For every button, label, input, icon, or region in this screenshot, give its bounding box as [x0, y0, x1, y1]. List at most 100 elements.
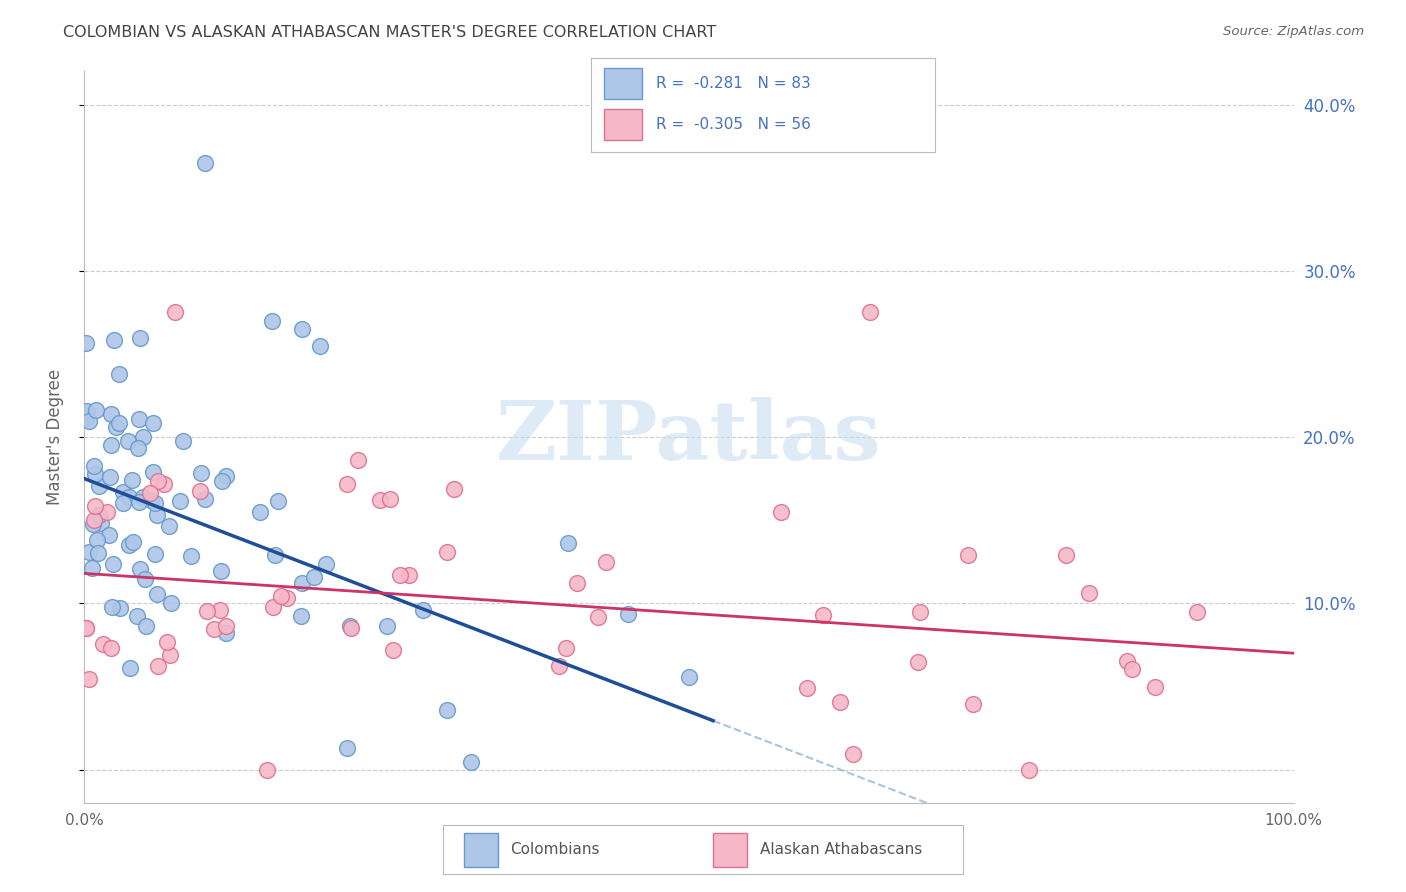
Point — [76, 404, 98, 418]
Point — [811, 608, 834, 623]
Bar — [605, 69, 643, 99]
Y-axis label: Master's Degree: Master's Degree — [45, 369, 63, 505]
Text: Alaskan Athabascans: Alaskan Athabascans — [761, 842, 922, 857]
Point — [769, 505, 792, 519]
Point — [108, 416, 131, 430]
Point — [211, 475, 233, 489]
Point — [128, 412, 150, 426]
Point — [131, 491, 153, 505]
Point — [75, 335, 97, 350]
Point — [859, 305, 882, 319]
Text: R =  -0.305   N = 56: R = -0.305 N = 56 — [657, 117, 811, 131]
Point — [83, 513, 105, 527]
Point — [209, 564, 232, 578]
Point — [907, 655, 929, 669]
Point — [139, 493, 162, 508]
Point — [142, 416, 165, 430]
Point — [121, 474, 143, 488]
Point — [180, 549, 202, 563]
Point — [315, 557, 337, 571]
Text: Colombians: Colombians — [510, 842, 600, 857]
Text: Source: ZipAtlas.com: Source: ZipAtlas.com — [1223, 25, 1364, 38]
Point — [215, 625, 238, 640]
Point — [101, 558, 124, 572]
Point — [190, 467, 212, 481]
Point — [75, 621, 97, 635]
Point — [118, 490, 141, 504]
Point — [84, 402, 107, 417]
Point — [908, 605, 931, 619]
Point — [96, 505, 118, 519]
Text: ZIPatlas: ZIPatlas — [496, 397, 882, 477]
Point — [111, 484, 134, 499]
Point — [139, 486, 162, 500]
Point — [276, 591, 298, 606]
Point — [86, 533, 108, 547]
Point — [215, 619, 238, 633]
Point — [148, 475, 170, 489]
Point — [141, 466, 163, 480]
Point — [89, 479, 111, 493]
Point — [1144, 680, 1167, 694]
Point — [291, 576, 314, 591]
Point — [260, 314, 283, 328]
Point — [100, 438, 122, 452]
Point — [100, 407, 122, 421]
Point — [1077, 586, 1099, 600]
Point — [264, 548, 287, 562]
Point — [389, 568, 412, 582]
Point — [82, 561, 104, 575]
Point — [135, 619, 157, 633]
Point — [107, 367, 129, 381]
Point — [89, 508, 111, 522]
Point — [957, 548, 980, 562]
Point — [77, 414, 100, 428]
Point — [460, 756, 482, 770]
Point — [194, 155, 217, 169]
Point — [134, 572, 156, 586]
Point — [336, 476, 359, 491]
Point — [128, 330, 150, 344]
Point — [146, 658, 169, 673]
Point — [75, 621, 97, 635]
Point — [160, 596, 183, 610]
Point — [436, 545, 458, 559]
Point — [1185, 605, 1208, 619]
Point — [100, 470, 122, 484]
Point — [214, 469, 236, 483]
Point — [1018, 763, 1040, 777]
Point — [595, 555, 617, 569]
Point — [262, 600, 284, 615]
Point — [412, 603, 434, 617]
Point — [208, 603, 231, 617]
Point — [77, 545, 100, 559]
Point — [172, 434, 194, 449]
Point — [555, 640, 578, 655]
Point — [290, 609, 312, 624]
Point — [128, 562, 150, 576]
Point — [83, 458, 105, 473]
Text: COLOMBIAN VS ALASKAN ATHABASCAN MASTER'S DEGREE CORRELATION CHART: COLOMBIAN VS ALASKAN ATHABASCAN MASTER'S… — [63, 25, 717, 40]
Bar — [605, 110, 643, 140]
Point — [156, 635, 179, 649]
Point — [796, 681, 818, 695]
Point — [127, 441, 149, 455]
Point — [962, 697, 984, 711]
Point — [267, 493, 290, 508]
Point — [678, 670, 700, 684]
Point — [91, 637, 114, 651]
Point — [146, 587, 169, 601]
Point — [108, 601, 131, 615]
Point — [380, 491, 402, 506]
Point — [382, 643, 405, 657]
Point — [270, 589, 292, 603]
Point — [111, 496, 134, 510]
Point — [97, 527, 120, 541]
Point — [100, 640, 122, 655]
Point — [1116, 654, 1139, 668]
Point — [256, 763, 278, 777]
Point — [103, 333, 125, 347]
Point — [617, 607, 640, 621]
Point — [339, 621, 361, 635]
Point — [82, 516, 104, 531]
